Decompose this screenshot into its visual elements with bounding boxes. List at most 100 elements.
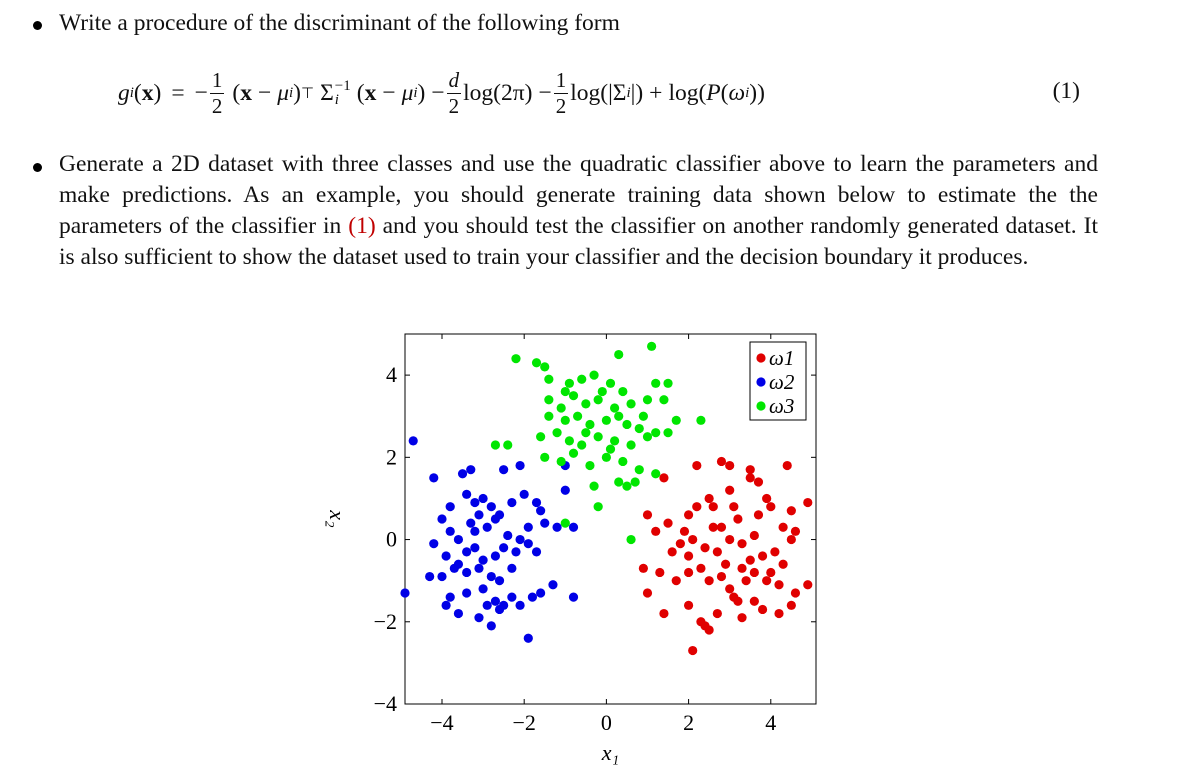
- data-point-ω1: [700, 543, 710, 553]
- data-point-ω3: [651, 378, 661, 388]
- x-axis-label: x₁: [601, 740, 619, 765]
- data-point-ω1: [790, 588, 801, 598]
- data-point-ω1: [692, 502, 702, 512]
- data-point-ω1: [803, 580, 813, 590]
- data-point-ω1: [725, 534, 735, 545]
- y-axis-label: x₂: [325, 509, 350, 528]
- data-point-ω2: [445, 526, 455, 536]
- data-point-ω2: [425, 571, 435, 582]
- data-point-ω2: [445, 502, 455, 512]
- data-point-ω2: [560, 485, 570, 495]
- data-point-ω3: [601, 415, 611, 425]
- data-point-ω2: [515, 534, 525, 545]
- legend-marker: [756, 353, 766, 363]
- data-point-ω2: [568, 592, 579, 602]
- data-point-ω1: [655, 567, 665, 578]
- data-point-ω1: [683, 600, 694, 610]
- bullet-dot: [33, 163, 42, 172]
- data-point-ω3: [605, 378, 616, 388]
- plot-frame: [404, 333, 817, 705]
- x-tick-label: −2: [512, 710, 535, 735]
- data-point-ω1: [683, 551, 694, 561]
- data-point-ω3: [560, 415, 570, 425]
- data-point-ω2: [470, 543, 480, 553]
- data-point-ω2: [494, 576, 505, 586]
- data-point-ω2: [507, 563, 517, 573]
- data-point-ω3: [622, 481, 632, 491]
- data-point-ω2: [515, 460, 525, 471]
- data-point-ω1: [803, 497, 813, 508]
- data-point-ω2: [466, 518, 476, 528]
- data-point-ω2: [453, 534, 464, 545]
- data-point-ω1: [704, 493, 714, 504]
- data-point-ω3: [573, 411, 583, 421]
- data-point-ω3: [614, 411, 624, 421]
- legend-entry: ω3: [769, 394, 794, 418]
- data-point-ω2: [527, 592, 538, 602]
- data-point-ω3: [626, 440, 636, 450]
- data-point-ω2: [478, 493, 488, 504]
- data-point-ω2: [470, 497, 480, 508]
- data-point-ω1: [688, 534, 698, 545]
- data-point-ω2: [462, 567, 472, 578]
- data-point-ω2: [552, 522, 562, 532]
- data-point-ω3: [597, 386, 607, 397]
- equation-reference-link[interactable]: (1): [348, 213, 376, 239]
- data-point-ω2: [490, 514, 501, 524]
- data-point-ω1: [725, 485, 735, 495]
- data-point-ω3: [589, 370, 599, 380]
- data-point-ω3: [618, 386, 628, 397]
- data-point-ω3: [490, 440, 501, 450]
- data-point-ω3: [585, 419, 595, 430]
- data-point-ω2: [503, 530, 513, 541]
- data-point-ω2: [429, 539, 439, 549]
- data-point-ω1: [782, 460, 792, 471]
- y-tick-label: −4: [374, 691, 397, 716]
- data-point-ω2: [453, 608, 464, 619]
- data-point-ω1: [708, 502, 718, 512]
- data-point-ω2: [474, 613, 484, 623]
- data-point-ω1: [774, 608, 784, 619]
- data-point-ω1: [716, 571, 727, 582]
- data-point-ω2: [499, 543, 509, 553]
- data-point-ω3: [560, 518, 570, 528]
- legend-marker: [756, 377, 766, 387]
- data-point-ω2: [523, 522, 533, 532]
- data-point-ω1: [679, 526, 690, 536]
- data-point-ω1: [659, 608, 669, 619]
- data-point-ω1: [762, 493, 772, 504]
- data-point-ω1: [766, 567, 776, 578]
- data-point-ω1: [725, 584, 735, 594]
- data-point-ω2: [507, 497, 517, 508]
- data-point-ω3: [618, 456, 628, 467]
- data-point-ω1: [712, 547, 722, 557]
- data-point-ω2: [478, 584, 488, 594]
- y-tick-label: 0: [386, 527, 397, 552]
- data-point-ω1: [712, 608, 722, 619]
- data-point-ω3: [581, 399, 591, 409]
- data-point-ω1: [725, 460, 735, 471]
- data-point-ω3: [536, 432, 546, 442]
- data-point-ω1: [786, 534, 796, 545]
- data-point-ω2: [466, 465, 476, 475]
- data-point-ω3: [663, 428, 673, 438]
- data-point-ω1: [651, 526, 661, 536]
- data-point-ω3: [634, 423, 644, 434]
- data-point-ω2: [507, 592, 517, 602]
- data-point-ω1: [745, 465, 755, 475]
- data-point-ω3: [503, 440, 513, 450]
- data-point-ω3: [614, 477, 624, 487]
- data-point-ω3: [622, 419, 632, 430]
- data-point-ω1: [663, 518, 673, 528]
- data-point-ω1: [733, 514, 743, 524]
- data-point-ω1: [786, 506, 796, 516]
- data-point-ω2: [536, 506, 546, 516]
- data-point-ω1: [642, 510, 653, 520]
- data-point-ω1: [729, 592, 739, 602]
- data-point-ω3: [511, 354, 521, 364]
- data-point-ω2: [445, 592, 455, 602]
- data-point-ω3: [659, 395, 669, 405]
- data-point-ω1: [729, 502, 739, 512]
- data-point-ω2: [519, 489, 529, 499]
- data-point-ω3: [577, 440, 587, 450]
